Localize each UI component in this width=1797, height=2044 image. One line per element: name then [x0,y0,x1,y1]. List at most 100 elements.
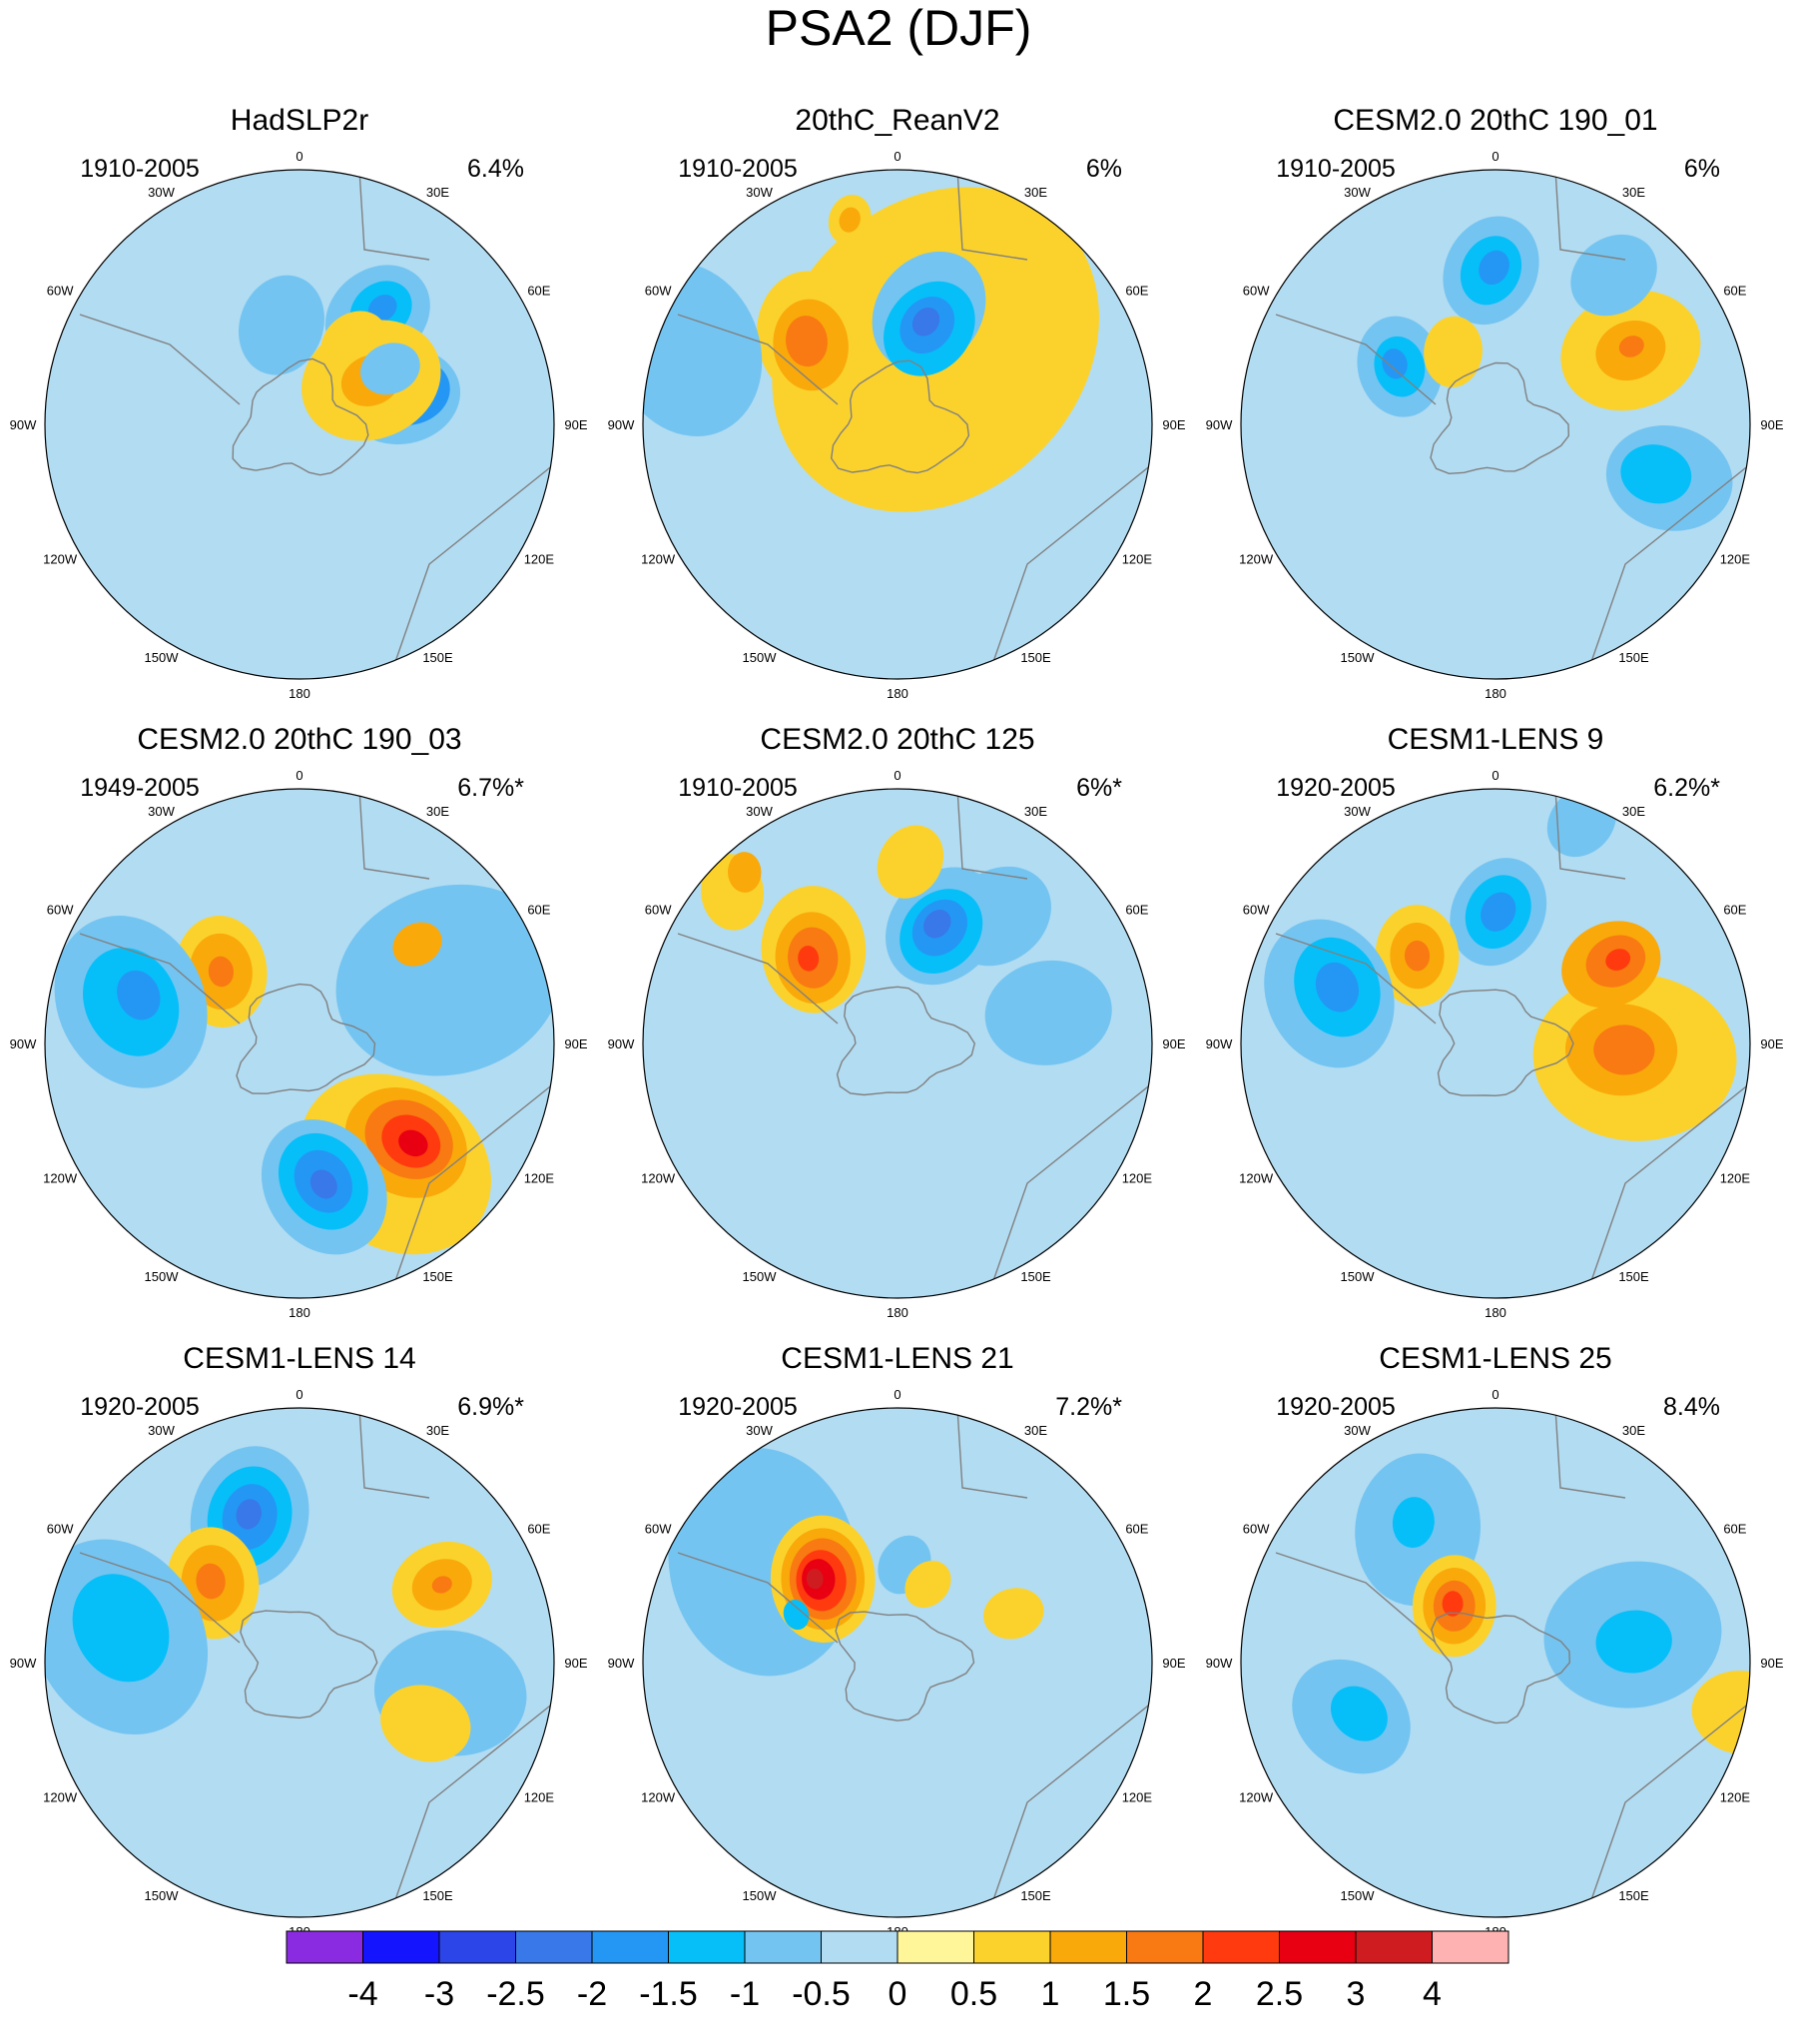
longitude-label: 0 [894,149,900,164]
panel-variance: 6.9%* [457,1393,524,1421]
anomaly-contour [877,825,944,899]
longitude-label: 150W [1341,1269,1376,1284]
colorbar-swatch [1126,1930,1204,1964]
longitude-label: 120E [1122,1790,1153,1805]
anomaly-contour [72,1574,170,1683]
colorbar-swatch [897,1930,974,1964]
anomaly-contour [923,909,951,939]
longitude-label: 60E [1125,284,1148,299]
panel-variance: 6.7%* [457,774,524,802]
longitude-label: 0 [894,768,900,783]
longitude-label: 30E [426,1423,449,1438]
anomaly-contour [984,960,1112,1065]
longitude-label: 150W [743,650,778,665]
anomaly-contour [783,1599,810,1631]
longitude-label: 150E [1020,1269,1051,1284]
longitude-label: 120E [1122,552,1153,567]
panel-title: CESM2.0 20thC 190_03 [137,723,461,756]
panel-8: CESM1-LENS 21 1920-2005 7.2%* 0 30E 60E 90E 120… [608,1342,1186,1939]
longitude-label: 60W [1243,1522,1270,1537]
anomaly-contour [1315,962,1360,1013]
longitude-label: 180 [1485,1305,1506,1320]
map-frame [44,1407,555,1918]
anomaly-contour [1382,348,1408,379]
panel-grid: HadSLP2r 1910-2005 6.4% 0 30E 60E 90E 120E 150E 1… [10,104,1784,1939]
colorbar-tick-label: -2 [577,1975,607,2013]
longitude-label: 90E [1162,1656,1185,1671]
longitude-label: 150W [1341,650,1376,665]
anomaly-contour [392,922,442,967]
panel-variance: 7.2%* [1055,1393,1122,1421]
map-background [1241,789,1750,1298]
longitude-label: 90E [564,417,587,432]
longitude-label: 30W [148,185,175,200]
longitude-label: 60E [527,284,550,299]
colorbar-tick-label: -1 [730,1975,760,2013]
longitude-label: 150E [1618,1269,1649,1284]
anomaly-contour [1605,949,1631,971]
longitude-label: 90E [1162,1036,1185,1051]
coastline-south-america [79,933,241,1024]
longitude-label: 120W [43,552,78,567]
panel-5: CESM2.0 20thC 125 1910-2005 6%* 0 30E 60E 90E 1… [608,723,1186,1320]
longitude-label: 30W [1344,804,1371,819]
longitude-label: 120W [641,1790,676,1805]
anomaly-contour [1595,1610,1672,1674]
longitude-label: 30E [1622,804,1645,819]
anomaly-contour [1479,250,1509,286]
longitude-label: 60E [527,1522,550,1537]
anomaly-contour [983,1588,1044,1640]
coastline-africa [1554,1408,1626,1499]
colorbar-swatch [973,1930,1051,1964]
coastline-australia [388,1082,554,1298]
longitude-label: 150W [145,1888,180,1903]
anomaly-contour [728,852,762,893]
longitude-label: 30W [1344,185,1371,200]
longitude-label: 120E [1720,1171,1751,1186]
anomaly-contour [236,1499,262,1530]
longitude-label: 150W [145,650,180,665]
colorbar-swatch [591,1930,669,1964]
longitude-label: 120E [1122,1171,1153,1186]
colorbar-swatch [1202,1930,1280,1964]
coastline-australia [986,1702,1152,1917]
figure-title: PSA2 (DJF) [766,0,1032,56]
longitude-label: 60E [1723,1522,1746,1537]
coastline-south-america [677,1552,839,1644]
panel-3: CESM2.0 20thC 190_01 1910-2005 6% 0 30E 60E 90… [1206,104,1784,701]
colorbar-tick-label: 2 [1194,1975,1213,2013]
coastline-south-america [1275,314,1437,405]
longitude-label: 0 [1492,149,1498,164]
panel-9: CESM1-LENS 25 1920-2005 8.4% 0 30E 60E 90E 120E… [1206,1342,1784,1939]
longitude-label: 30E [1622,1423,1645,1438]
longitude-label: 120W [43,1790,78,1805]
panel-title: CESM1-LENS 14 [183,1342,415,1375]
panel-4: CESM2.0 20thC 190_03 1949-2005 6.7%* 0 30E 60… [10,723,588,1320]
map-frame [642,1407,1153,1918]
colorbar-swatch [1432,1930,1509,1964]
coastline-australia [388,463,554,679]
map-frame [44,169,555,680]
longitude-label: 0 [1492,768,1498,783]
colorbar: -4 -3 -2.5 -2 -1.5 -1 -0.5 0 0.5 1 1.5 2 2.5 3 4 [286,1930,1509,2013]
coastline-antarctica [836,986,976,1096]
panel-map [1241,789,1750,1298]
map-frame [642,169,1153,680]
colorbar-swatch [744,1930,822,1964]
longitude-label: 0 [894,1387,900,1402]
colorbar-swatch [668,1930,746,1964]
coastline-africa [358,170,430,261]
colorbar-tick-label: 4 [1423,1975,1442,2013]
longitude-label: 90W [1206,1036,1233,1051]
longitude-label: 30W [746,804,773,819]
anomaly-contour [239,275,324,375]
longitude-label: 0 [1492,1387,1498,1402]
anomaly-contour [309,1169,337,1199]
panel-title: CESM1-LENS 21 [781,1342,1013,1375]
map-frame [642,788,1153,1299]
coastline-africa [1554,789,1626,880]
longitude-label: 0 [296,1387,302,1402]
coastline-australia [986,1082,1152,1298]
panel-period: 1910-2005 [80,155,200,183]
